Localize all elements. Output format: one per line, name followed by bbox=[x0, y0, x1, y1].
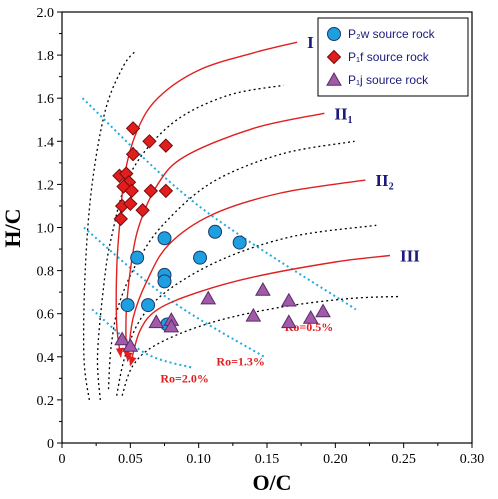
x-tick-label-5: 0.20 bbox=[323, 452, 348, 467]
series-triangle bbox=[114, 281, 331, 352]
y-tick-label-9: 1.6 bbox=[37, 92, 55, 107]
diamond-point-10 bbox=[143, 183, 159, 199]
evolution-label-2: II₁ bbox=[334, 104, 352, 123]
triangle-point-11 bbox=[302, 310, 319, 324]
diamond-point-1 bbox=[125, 121, 141, 136]
x-tick-label-3: 0.10 bbox=[186, 452, 211, 467]
maturity-line-3 bbox=[91, 308, 193, 369]
circle-point-8 bbox=[193, 250, 208, 265]
legend-box bbox=[317, 17, 469, 97]
circle-point-9 bbox=[208, 224, 223, 239]
diamond-point-2 bbox=[142, 134, 157, 149]
y-tick-label-4: 0.6 bbox=[37, 308, 55, 323]
legend-label-1: P₂w source rock bbox=[348, 27, 436, 41]
x-tick-label-1: 0 bbox=[59, 452, 66, 467]
evolution-path-3 bbox=[124, 179, 366, 363]
evolution-label-3: II₂ bbox=[375, 171, 393, 190]
triangle-point-7 bbox=[245, 307, 262, 322]
y-tick-label-10: 1.8 bbox=[37, 49, 55, 64]
maturity-line-2 bbox=[83, 226, 265, 358]
diamond-point-3 bbox=[158, 138, 174, 153]
y-tick-label-2: 0.2 bbox=[37, 394, 55, 409]
y-tick-label-6: 1.0 bbox=[37, 222, 55, 237]
evolution-label-1: I bbox=[307, 33, 314, 52]
y-tick-label-11: 2.0 bbox=[37, 6, 55, 21]
circle-point-1 bbox=[130, 250, 145, 265]
boundary-curve-3 bbox=[107, 140, 355, 390]
legend-label-3: P₁j source rock bbox=[348, 73, 429, 87]
x-tick-label-4: 0.15 bbox=[255, 452, 280, 467]
triangle-point-2 bbox=[122, 338, 139, 352]
triangle-point-1 bbox=[114, 331, 130, 346]
x-tick-label-2: 0.05 bbox=[118, 452, 143, 467]
maturity-label-3: Ro=2.0% bbox=[160, 372, 209, 386]
y-axis-title: H/C bbox=[0, 208, 25, 247]
diamond-point-4 bbox=[125, 147, 141, 162]
circle-point-2 bbox=[157, 231, 172, 246]
circle-point-5 bbox=[120, 298, 135, 313]
plot-layer: Ro=0.5% Ro=1.3% Ro=2.0% I II₁ II₂ III bbox=[81, 33, 420, 400]
series-diamond bbox=[112, 121, 174, 227]
triangle-point-5 bbox=[163, 318, 180, 333]
x-tick-label-7: 0.30 bbox=[460, 452, 485, 467]
circle-point-10 bbox=[232, 235, 247, 250]
evolution-label-4: III bbox=[400, 247, 420, 266]
y-tick-label-7: 1.2 bbox=[37, 178, 55, 193]
y-tick-label-8: 1.4 bbox=[37, 135, 55, 150]
triangle-point-3 bbox=[148, 314, 165, 329]
triangle-point-10 bbox=[281, 314, 297, 329]
series-circle bbox=[120, 224, 247, 332]
x-tick-label-6: 0.25 bbox=[391, 452, 416, 467]
y-tick-label-3: 0.4 bbox=[37, 351, 55, 366]
evolution-path-4 bbox=[128, 254, 391, 367]
triangle-point-8 bbox=[255, 281, 271, 296]
triangle-point-6 bbox=[200, 290, 217, 305]
legend-marker-triangle bbox=[326, 71, 342, 86]
triangle-point-12 bbox=[315, 303, 331, 318]
y-tick-label-1: 0 bbox=[47, 437, 54, 452]
triangle-point-9 bbox=[281, 292, 297, 307]
diamond-point-14 bbox=[135, 203, 150, 218]
diamond-point-13 bbox=[123, 196, 138, 212]
circle-point-6 bbox=[141, 298, 156, 313]
boundary-curve-1 bbox=[82, 50, 137, 400]
legend: P₂w source rock P₁f source rock P₁j source… bbox=[317, 17, 469, 97]
legend-marker-diamond bbox=[326, 49, 342, 65]
legend-marker-circle bbox=[327, 27, 341, 41]
x-axis-title: O/C bbox=[252, 470, 291, 495]
circle-point-4 bbox=[157, 274, 172, 289]
y-tick-label-5: 0.8 bbox=[37, 265, 55, 280]
axis-ticks: 0 0.05 0.10 0.15 0.20 0.25 0.30 0 0.2 0.4 0.6 0.8 1.… bbox=[37, 6, 485, 467]
boundary-curve-2 bbox=[96, 84, 284, 400]
maturity-label-1: Ro=0.5% bbox=[285, 320, 334, 334]
diamond-point-11 bbox=[158, 183, 174, 199]
diamond-point-15 bbox=[113, 211, 128, 227]
legend-label-2: P₁f source rock bbox=[348, 50, 430, 64]
maturity-label-2: Ro=1.3% bbox=[216, 354, 265, 368]
diamond-point-9 bbox=[124, 183, 139, 199]
